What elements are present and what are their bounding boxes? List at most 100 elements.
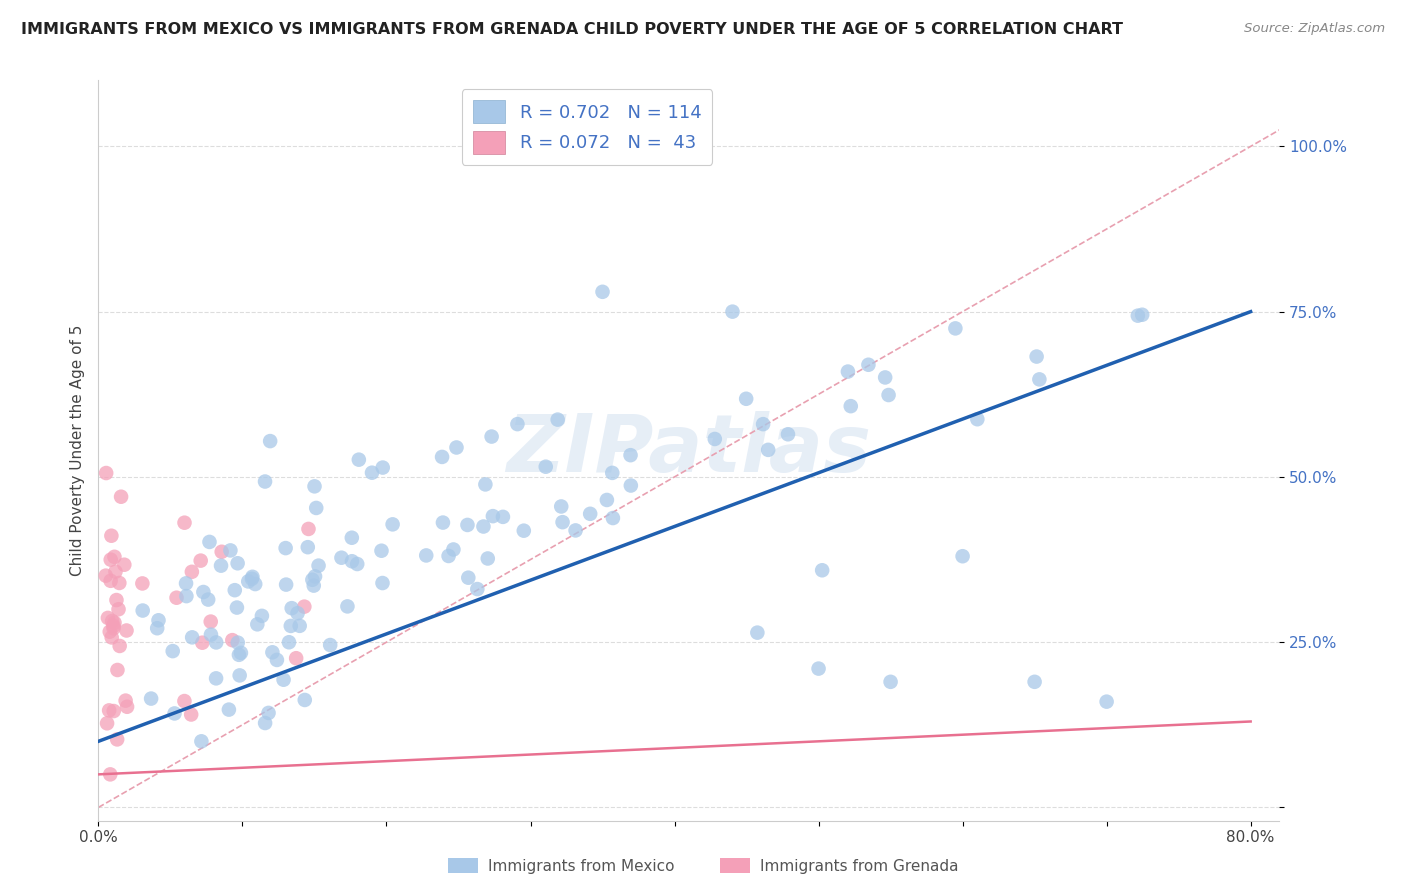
Point xyxy=(238,574,260,589)
Point xyxy=(205,635,228,649)
Point xyxy=(162,644,184,658)
Point xyxy=(875,370,897,384)
Point xyxy=(340,554,363,568)
Point xyxy=(103,621,125,635)
Point xyxy=(441,542,464,557)
Point xyxy=(1028,372,1050,386)
Point xyxy=(858,358,880,372)
Point xyxy=(415,549,437,563)
Point xyxy=(174,576,197,591)
Point xyxy=(735,392,758,406)
Point xyxy=(98,703,121,717)
Point xyxy=(218,703,240,717)
Point xyxy=(465,582,488,596)
Point xyxy=(180,707,202,722)
Point xyxy=(752,417,775,431)
Text: Source: ZipAtlas.com: Source: ZipAtlas.com xyxy=(1244,22,1385,36)
Point xyxy=(115,624,138,638)
Point xyxy=(100,529,122,543)
Point xyxy=(287,606,309,620)
Point xyxy=(131,576,153,591)
Point xyxy=(297,522,319,536)
Point xyxy=(224,583,246,598)
Point xyxy=(721,304,744,318)
Point xyxy=(173,516,195,530)
Point xyxy=(108,639,131,653)
Point xyxy=(308,558,330,573)
Point xyxy=(620,478,643,492)
Point xyxy=(457,571,479,585)
Point xyxy=(108,576,131,591)
Point xyxy=(94,568,117,582)
Point xyxy=(101,614,124,628)
Point xyxy=(191,636,214,650)
Point xyxy=(340,531,363,545)
Point xyxy=(229,646,252,660)
Point xyxy=(371,576,394,591)
Legend: Immigrants from Mexico, Immigrants from Grenada: Immigrants from Mexico, Immigrants from … xyxy=(441,852,965,880)
Point xyxy=(274,541,297,555)
Point xyxy=(600,466,623,480)
Point xyxy=(131,603,153,617)
Point xyxy=(371,460,394,475)
Point xyxy=(228,668,250,682)
Point xyxy=(148,613,170,627)
Point xyxy=(100,574,122,588)
Point xyxy=(107,602,129,616)
Point xyxy=(456,517,478,532)
Point xyxy=(96,716,118,731)
Point xyxy=(1130,308,1153,322)
Point xyxy=(513,524,536,538)
Point xyxy=(472,519,495,533)
Point xyxy=(181,631,204,645)
Text: IMMIGRANTS FROM MEXICO VS IMMIGRANTS FROM GRENADA CHILD POVERTY UNDER THE AGE OF: IMMIGRANTS FROM MEXICO VS IMMIGRANTS FRO… xyxy=(21,22,1123,37)
Point xyxy=(273,673,295,687)
Point xyxy=(242,570,264,584)
Point xyxy=(166,591,188,605)
Point xyxy=(226,635,249,649)
Point xyxy=(1095,695,1118,709)
Point xyxy=(107,663,129,677)
Point xyxy=(180,565,202,579)
Point xyxy=(1025,350,1047,364)
Point xyxy=(266,653,288,667)
Point xyxy=(1126,309,1149,323)
Point xyxy=(482,509,505,524)
Point xyxy=(966,412,988,426)
Point xyxy=(550,500,572,514)
Point xyxy=(163,706,186,721)
Point xyxy=(226,556,249,570)
Point xyxy=(477,551,499,566)
Legend: R = 0.702   N = 114, R = 0.072   N =  43: R = 0.702 N = 114, R = 0.072 N = 43 xyxy=(461,89,711,165)
Point xyxy=(98,767,121,781)
Point xyxy=(839,399,862,413)
Point xyxy=(105,732,128,747)
Point xyxy=(103,619,125,633)
Point xyxy=(246,617,269,632)
Point xyxy=(254,716,277,731)
Point xyxy=(1024,674,1046,689)
Point xyxy=(297,540,319,554)
Point xyxy=(97,611,120,625)
Point xyxy=(254,475,277,489)
Point xyxy=(104,565,127,579)
Point xyxy=(226,600,249,615)
Point xyxy=(146,621,169,635)
Point xyxy=(437,549,460,563)
Point xyxy=(430,450,453,464)
Point xyxy=(703,432,725,446)
Point xyxy=(250,608,273,623)
Point xyxy=(579,507,602,521)
Point xyxy=(205,671,228,685)
Point xyxy=(105,593,128,607)
Point xyxy=(952,549,974,564)
Point xyxy=(257,706,280,720)
Point xyxy=(280,601,302,615)
Point xyxy=(945,321,967,335)
Point xyxy=(370,543,392,558)
Point xyxy=(302,579,325,593)
Point xyxy=(481,429,503,443)
Point xyxy=(305,500,328,515)
Point xyxy=(304,569,326,583)
Point xyxy=(347,452,370,467)
